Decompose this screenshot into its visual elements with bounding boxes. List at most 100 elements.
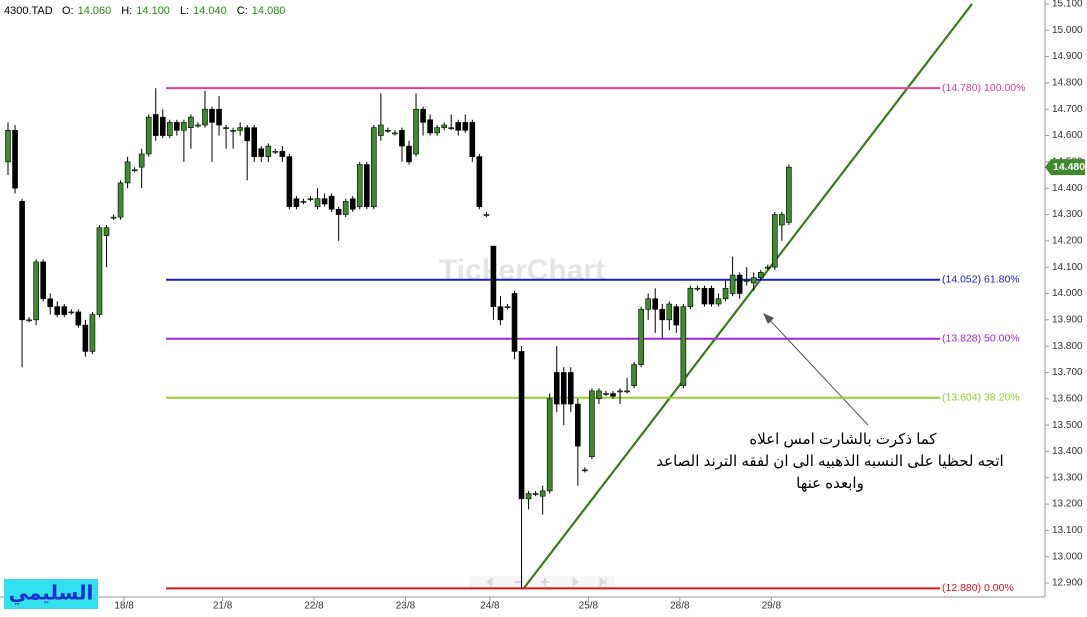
candle-body <box>757 272 764 279</box>
x-tick-label: 21/8 <box>213 601 233 612</box>
fib-label: (14.052) 61.80% <box>942 274 1020 286</box>
candle-body <box>638 308 644 365</box>
y-tick-label: 14.200 <box>1052 235 1083 246</box>
candle-body <box>743 280 750 282</box>
candle-body <box>47 298 54 307</box>
candle-body <box>659 308 666 321</box>
symbol: 4300.TAD <box>4 5 53 17</box>
header-value: 14.080 <box>252 5 286 17</box>
nav-right[interactable] <box>572 576 579 588</box>
candle-body <box>5 129 11 163</box>
candle-body <box>145 116 152 155</box>
logo: السليمي <box>9 582 94 605</box>
candle-body <box>434 127 440 134</box>
candle-body <box>216 108 222 126</box>
candle-body <box>553 372 560 405</box>
candle-body <box>40 261 46 300</box>
candle-body <box>546 398 553 492</box>
candle-body <box>363 164 370 207</box>
candle-body <box>399 129 405 147</box>
candle-body <box>687 287 694 307</box>
candle-body <box>321 198 328 205</box>
candle-body <box>469 122 476 157</box>
y-tick-label: 14.300 <box>1052 209 1083 220</box>
fib-label: (13.604) 38.20% <box>942 392 1020 404</box>
nav-left[interactable] <box>486 576 493 588</box>
candle-body <box>181 122 187 131</box>
header-label: C: <box>237 5 248 17</box>
candle-body <box>567 372 574 405</box>
candle-body <box>110 216 117 219</box>
trend-line <box>523 3 973 589</box>
y-tick-label: 15.000 <box>1052 25 1083 36</box>
candle-body <box>666 303 673 321</box>
candle-body <box>237 127 243 131</box>
candle-body <box>504 306 511 308</box>
candle-body <box>96 227 103 315</box>
y-tick-label: 13.500 <box>1052 420 1083 431</box>
candle-body <box>652 298 659 310</box>
candle-body <box>560 372 567 405</box>
candle-body <box>736 274 743 294</box>
annotation-line: وابعده عنها <box>796 475 864 492</box>
candle-body <box>272 151 279 153</box>
candle-body <box>617 390 623 393</box>
y-tick-label: 13.100 <box>1052 525 1083 536</box>
candle-body <box>406 145 412 163</box>
header-value: 14.060 <box>78 5 112 17</box>
candle-body <box>82 324 89 352</box>
header-label: L: <box>180 5 189 17</box>
fib-label: (14.780) 100.00% <box>942 82 1025 94</box>
candle-body <box>195 124 201 127</box>
annotation-line: كما ذكرت بالشارت امس اعلاه <box>749 431 937 448</box>
candle-body <box>300 201 307 203</box>
y-tick-label: 14.800 <box>1052 78 1083 89</box>
candle-body <box>448 127 455 129</box>
candle-body <box>413 108 419 155</box>
y-tick-label: 12.900 <box>1052 578 1083 589</box>
y-tick-label: 14.600 <box>1052 130 1083 141</box>
nav-end[interactable] <box>599 576 607 588</box>
candle-body <box>335 208 342 215</box>
y-tick-label: 13.700 <box>1052 367 1083 378</box>
candle-body <box>483 214 490 216</box>
candle-body <box>525 493 532 500</box>
fib-label: (13.828) 50.00% <box>942 333 1020 345</box>
y-tick-label: 14.400 <box>1052 183 1083 194</box>
candle-body <box>342 201 349 215</box>
y-tick-label: 14.100 <box>1052 262 1083 273</box>
arrow-head <box>763 313 774 324</box>
header-label: H: <box>121 5 132 17</box>
logo-box <box>4 579 98 609</box>
candle-body <box>631 364 637 386</box>
navigation-controls[interactable] <box>470 576 615 588</box>
candle-body <box>251 127 258 157</box>
candle-body <box>188 116 194 128</box>
candle-body <box>75 311 82 326</box>
x-tick-label: 25/8 <box>579 601 599 612</box>
candle-body <box>349 198 356 210</box>
candle-body <box>314 198 321 207</box>
candle-body <box>694 287 701 290</box>
x-tick-label: 24/8 <box>480 601 500 612</box>
y-tick-label: 14.900 <box>1052 51 1083 62</box>
candle-body <box>680 306 687 386</box>
candle-body <box>392 132 398 135</box>
y-tick-label: 13.200 <box>1052 499 1083 510</box>
nav-zoom-in[interactable] <box>541 578 549 586</box>
candle-body <box>624 390 630 393</box>
candle-body <box>729 274 736 294</box>
x-tick-label: 22/8 <box>304 601 324 612</box>
candle-body <box>511 293 518 352</box>
candle-body <box>26 319 32 322</box>
candle-body <box>582 469 588 472</box>
candle-body <box>371 127 377 207</box>
candle-body <box>772 214 778 268</box>
x-tick-label: 28/8 <box>670 601 690 612</box>
candle-body <box>61 306 68 315</box>
candle-body <box>209 108 215 123</box>
watermark: TickerChart <box>439 254 605 287</box>
candle-body <box>265 145 272 157</box>
candle-body <box>476 156 483 207</box>
